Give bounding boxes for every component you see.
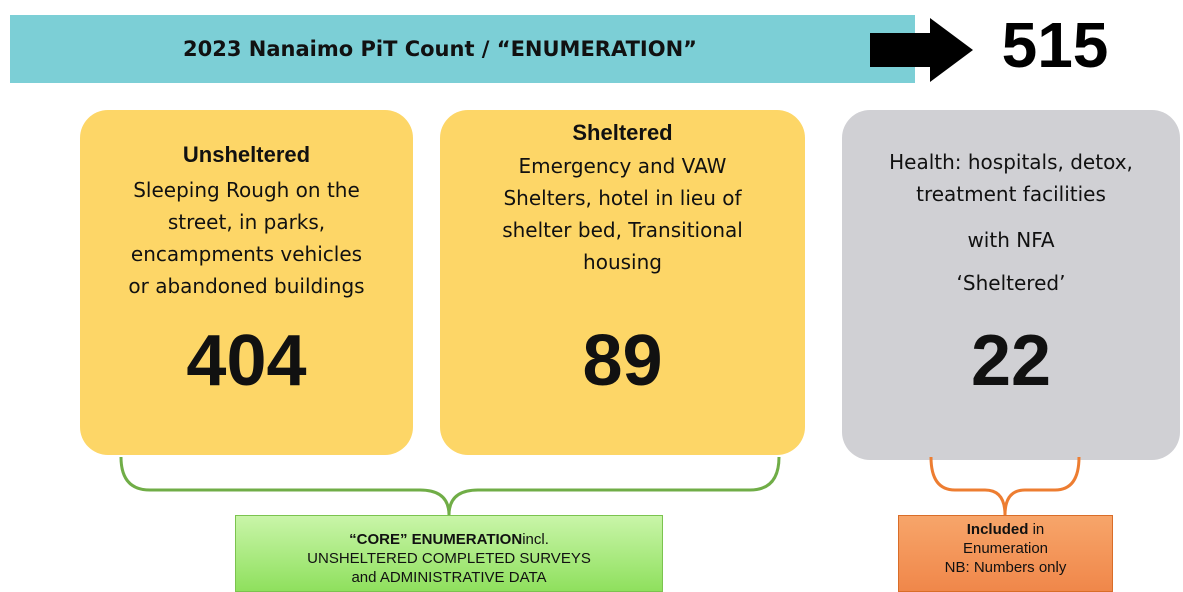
text: incl. xyxy=(522,531,549,548)
card-title: Unsheltered xyxy=(182,142,311,167)
bold-text: Included xyxy=(966,521,1029,538)
line: encampments vehicles xyxy=(130,242,363,266)
total: 515 xyxy=(1001,9,1109,81)
count: 89 xyxy=(582,321,663,401)
line: ‘Sheltered’ xyxy=(956,271,1066,295)
note-heading: “CORE” ENUMERATIONincl. xyxy=(236,530,662,549)
core-note: “CORE” ENUMERATIONincl. UNSHELTERED COMP… xyxy=(235,515,663,592)
card-text: Emergency and VAW Shelters, hotel in lie… xyxy=(440,150,805,278)
title: 2023 Nanaimo PiT Count / “ENUMERATION” xyxy=(183,37,697,61)
count: 22 xyxy=(970,321,1052,401)
text: in xyxy=(1028,521,1045,538)
card: Sheltered Emergency and VAW Shelters, ho… xyxy=(440,110,805,455)
brackets xyxy=(119,456,1081,516)
card-text: Sleeping Rough on the street, in parks, … xyxy=(80,174,413,302)
line: Health: hospitals, detox, xyxy=(889,150,1133,174)
line: or abandoned buildings xyxy=(128,274,365,298)
included-note: Included in Enumeration NB: Numbers only xyxy=(898,515,1113,592)
line: NB: Numbers only xyxy=(944,559,1067,576)
line: street, in parks, xyxy=(167,210,326,234)
line: Sleeping Rough on the xyxy=(133,178,360,202)
card-text: Health: hospitals, detox, treatment faci… xyxy=(842,146,1180,299)
line: and ADMINISTRATIVE DATA xyxy=(351,569,547,586)
note-heading: Included in xyxy=(899,520,1112,539)
count: 404 xyxy=(186,321,307,401)
card: Unsheltered Sleeping Rough on the street… xyxy=(80,110,413,455)
line: shelter bed, Transitional xyxy=(502,218,743,242)
line: Enumeration xyxy=(962,540,1049,557)
line: UNSHELTERED COMPLETED SURVEYS xyxy=(307,550,591,567)
line: housing xyxy=(583,250,662,274)
card: Health: hospitals, detox, treatment faci… xyxy=(842,110,1180,460)
line: Shelters, hotel in lieu of xyxy=(503,186,742,210)
line: treatment facilities xyxy=(916,182,1106,206)
arrow xyxy=(870,18,973,82)
line: with NFA xyxy=(967,228,1055,252)
title-bar xyxy=(10,15,915,83)
line: Emergency and VAW xyxy=(518,154,727,178)
bold-text: “CORE” ENUMERATION xyxy=(349,531,523,548)
card-title: Sheltered xyxy=(572,120,673,145)
